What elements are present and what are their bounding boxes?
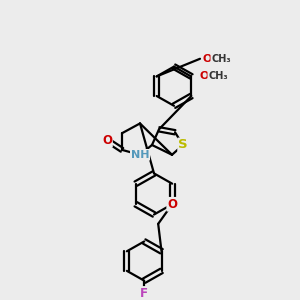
Text: CH₃: CH₃ bbox=[211, 54, 231, 64]
Text: O: O bbox=[199, 71, 209, 81]
Text: S: S bbox=[178, 139, 188, 152]
Text: F: F bbox=[140, 287, 148, 300]
Text: O: O bbox=[202, 54, 212, 64]
Text: NH: NH bbox=[131, 150, 149, 160]
Text: O: O bbox=[167, 198, 177, 211]
Text: O: O bbox=[102, 134, 112, 147]
Text: CH₃: CH₃ bbox=[208, 71, 228, 81]
